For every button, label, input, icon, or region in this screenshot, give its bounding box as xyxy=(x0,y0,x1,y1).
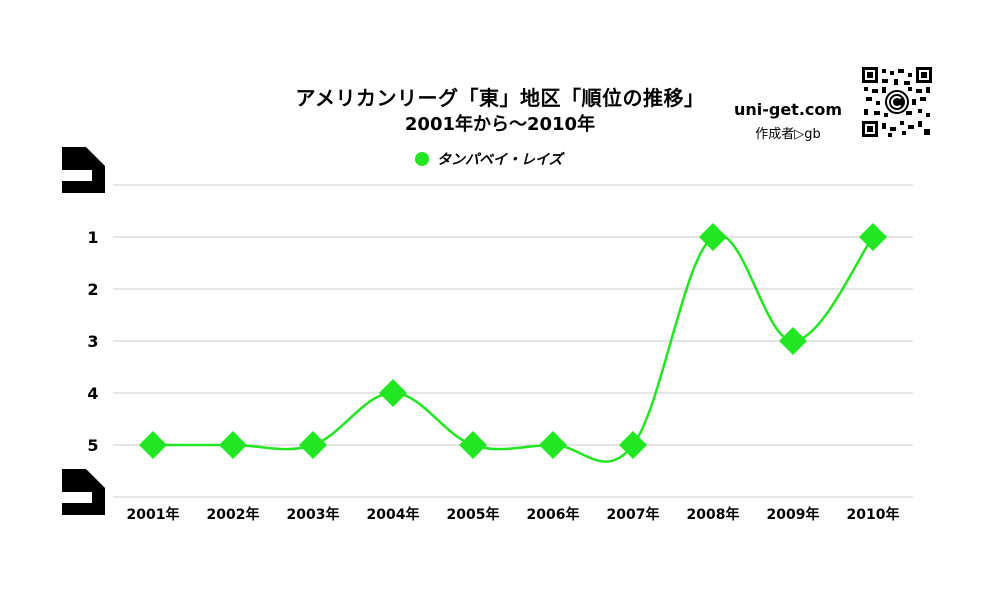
legend: タンパベイ・レイズ xyxy=(415,149,563,169)
corner-marks xyxy=(62,147,105,515)
x-tick-label: 2001年 xyxy=(127,506,180,523)
x-tick-label: 2004年 xyxy=(367,506,420,523)
brand-block: uni-get.com 作成者▷gb xyxy=(728,100,848,142)
x-tick-label: 2003年 xyxy=(287,506,340,523)
series-line xyxy=(153,233,874,463)
x-tick-label: 2010年 xyxy=(847,506,900,523)
y-tick-label: 3 xyxy=(87,332,98,351)
x-tick-label: 2009年 xyxy=(767,506,820,523)
brand-author: 作成者▷gb xyxy=(755,127,821,142)
legend-label: タンパベイ・レイズ xyxy=(437,152,563,168)
y-tick-label: 5 xyxy=(87,436,98,455)
data-point-marker xyxy=(139,431,167,459)
x-axis-ticks: 2001年 2002年 2003年 2004年 2005年 2006年 2007年 2008年… xyxy=(127,506,900,523)
y-tick-label: 4 xyxy=(87,384,98,403)
x-tick-label: 2006年 xyxy=(527,506,580,523)
y-tick-label: 2 xyxy=(87,280,98,299)
brand-site: uni-get.com xyxy=(733,100,843,119)
corner-mark-bottom xyxy=(62,469,105,515)
data-point-marker xyxy=(219,431,247,459)
data-point-marker xyxy=(779,327,807,355)
series-markers xyxy=(139,223,887,459)
corner-mark-top xyxy=(62,147,105,193)
data-point-marker xyxy=(459,431,487,459)
legend-marker xyxy=(415,152,429,166)
chart-subtitle: 2001年から～2010年 xyxy=(404,114,596,135)
x-tick-label: 2007年 xyxy=(607,506,660,523)
chart-title: アメリカンリーグ「東」地区「順位の推移」 xyxy=(295,86,705,110)
data-point-marker xyxy=(299,431,327,459)
y-axis-ticks: 1 2 3 4 5 xyxy=(87,228,98,455)
y-tick-label: 1 xyxy=(87,228,98,247)
qr-code-icon xyxy=(862,67,932,137)
data-point-marker xyxy=(379,379,407,407)
data-point-marker xyxy=(619,431,647,459)
data-point-marker xyxy=(539,431,567,459)
data-point-marker xyxy=(859,223,887,251)
data-point-marker xyxy=(699,223,727,251)
x-tick-label: 2005年 xyxy=(447,506,500,523)
x-tick-label: 2008年 xyxy=(687,506,740,523)
x-tick-label: 2002年 xyxy=(207,506,260,523)
